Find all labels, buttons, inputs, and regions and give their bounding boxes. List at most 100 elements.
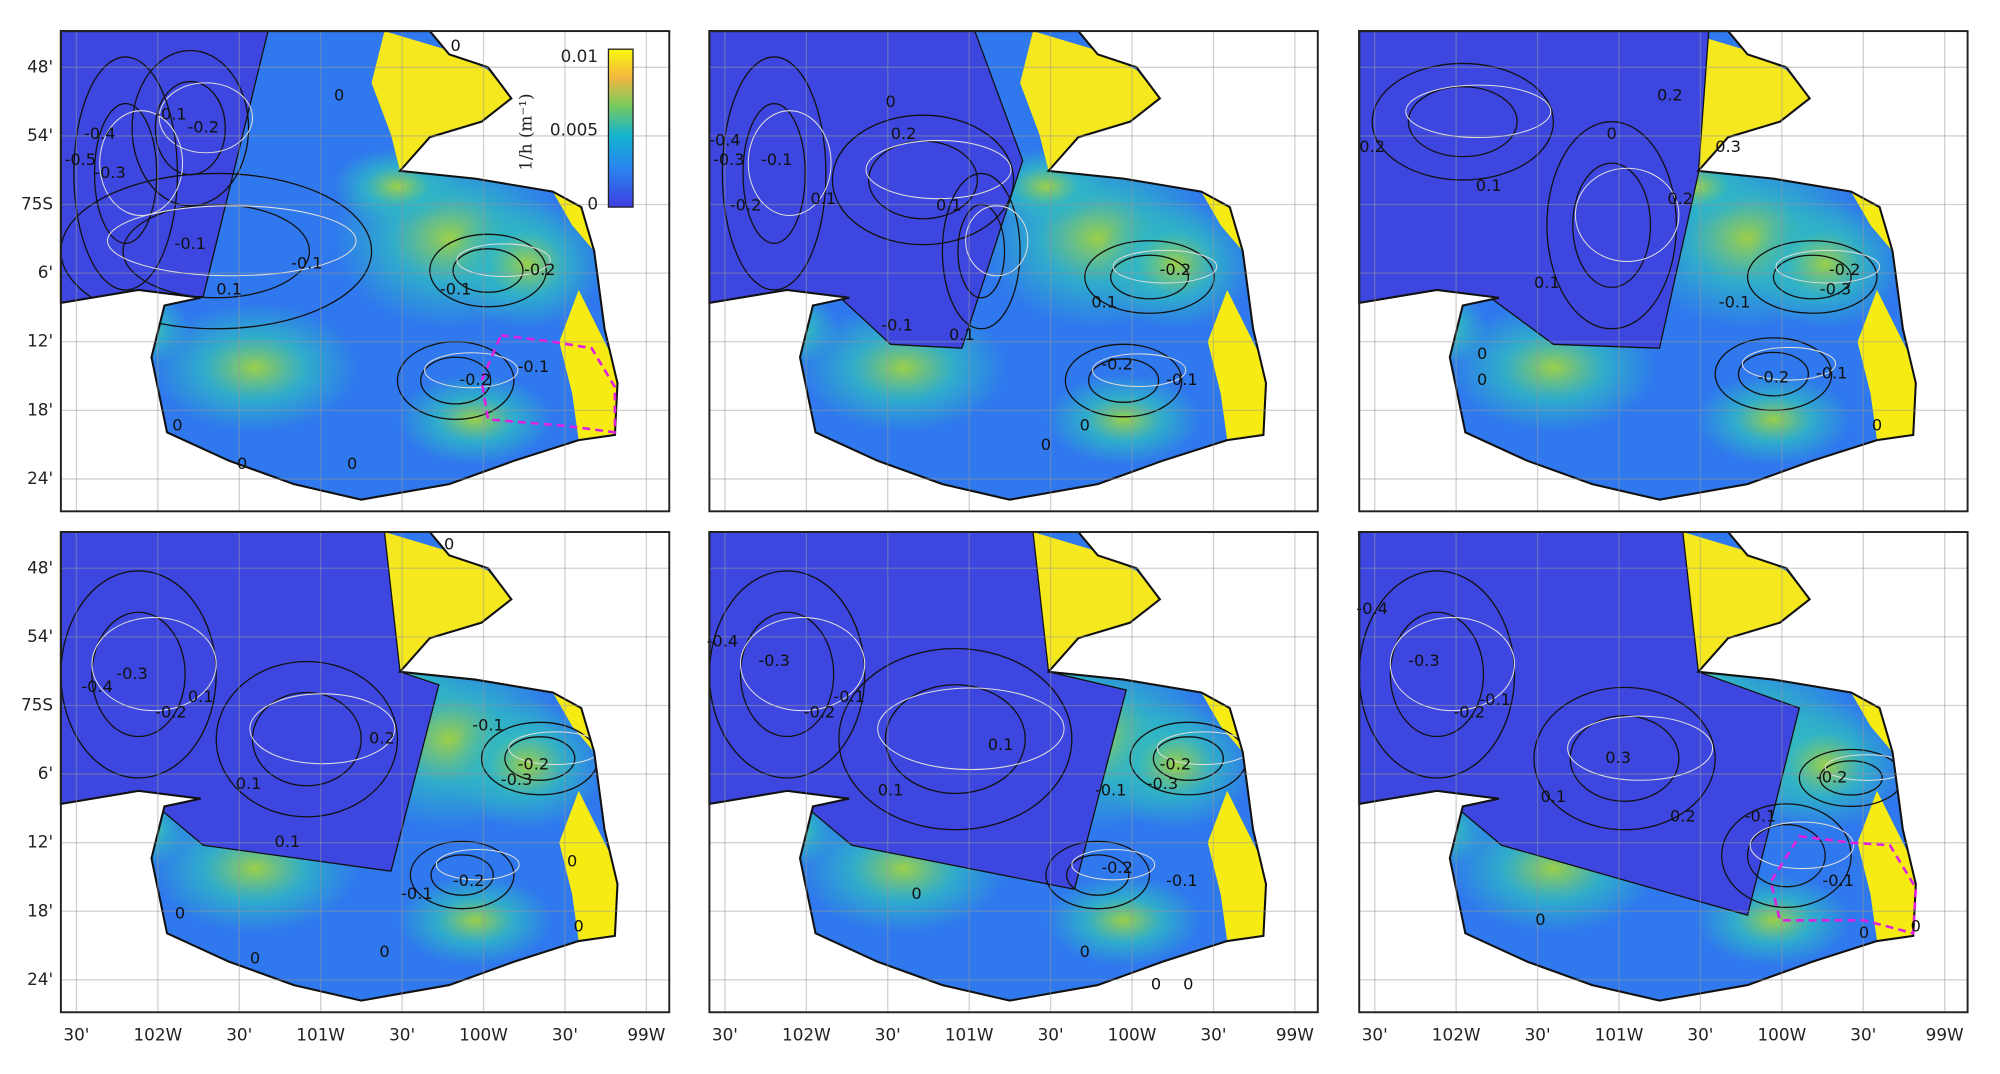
depth-contour bbox=[747, 110, 832, 217]
depth-shading bbox=[1045, 875, 1202, 966]
coastal-shallow bbox=[1857, 790, 1916, 942]
y-tick-label: 54' bbox=[27, 626, 53, 646]
coastal-shallow bbox=[1201, 692, 1243, 753]
contour-label: -0.5 bbox=[65, 150, 97, 169]
y-tick-label: 75S bbox=[21, 694, 53, 714]
contour-label: 0 bbox=[172, 415, 182, 434]
depth-contour bbox=[965, 205, 1029, 277]
contour-label: 0.1 bbox=[878, 780, 904, 799]
contour-label: -0.4 bbox=[709, 131, 741, 150]
contour-line bbox=[409, 840, 515, 910]
contour-label: 0 bbox=[1911, 916, 1921, 935]
contour-label: -0.2 bbox=[459, 370, 491, 389]
contour-line bbox=[721, 56, 827, 291]
contour-label: 0.2 bbox=[369, 729, 395, 748]
contour-line bbox=[1110, 254, 1189, 300]
contour-label: -0.3 bbox=[1147, 774, 1179, 793]
map-panel: -0.4-0.3-0.2-0.10.10.10-0.1-0.2-0.3-0.2-… bbox=[707, 530, 1319, 1045]
coastal-shallow bbox=[1207, 289, 1267, 441]
contour-label: -0.1 bbox=[472, 716, 504, 735]
colorbar-label: 1/h (m⁻¹) bbox=[515, 93, 535, 170]
contour-line bbox=[831, 114, 1015, 246]
x-tick-label: 100W bbox=[459, 1025, 508, 1045]
land-shading bbox=[60, 532, 618, 966]
contour-label: 0 bbox=[1872, 415, 1882, 434]
coastal-shallow bbox=[1020, 532, 1160, 672]
contour-label: -0.2 bbox=[1101, 355, 1133, 374]
y-tick-label: 48' bbox=[27, 56, 53, 76]
map-panel: -0.4-0.3 -0.2 -0.1 0 0.2 0.1 0.1 -0.1 0.1 0.1 -0.2… bbox=[708, 30, 1319, 513]
coastal-shallow bbox=[559, 790, 618, 942]
depth-contour bbox=[739, 616, 866, 712]
contour-label: 0.1 bbox=[188, 687, 214, 706]
contour-label: -0.3 bbox=[1820, 279, 1852, 298]
x-tick-label: 30' bbox=[552, 1025, 578, 1045]
contour-label: -0.1 bbox=[1479, 690, 1511, 709]
contour-line bbox=[1088, 358, 1160, 403]
coastal-shallow bbox=[1020, 31, 1160, 171]
coastal-shallow bbox=[371, 31, 512, 171]
x-tick-label: 102W bbox=[133, 1025, 182, 1045]
x-tick-label: 30' bbox=[1200, 1025, 1226, 1045]
contour-label: 0 bbox=[574, 916, 584, 935]
map-panel: 0-0.1-0.2-0.4-0.5-0.3-0.10.1-0.10-0.1-0.… bbox=[21, 30, 671, 513]
x-tick-label: 100W bbox=[1108, 1025, 1157, 1045]
contour-label: -0.1 bbox=[1095, 780, 1127, 799]
contour-label: -0.1 bbox=[518, 357, 550, 376]
y-tick-label: 48' bbox=[27, 557, 53, 577]
contour-label: -0.2 bbox=[155, 703, 187, 722]
depth-contour bbox=[1071, 849, 1156, 881]
contour-label: -0.2 bbox=[453, 871, 485, 890]
contour-label: 0.1 bbox=[1091, 292, 1117, 311]
contour-line bbox=[742, 102, 806, 245]
contour-label: 0 bbox=[175, 903, 185, 922]
depth-contour bbox=[99, 110, 184, 217]
contour-line bbox=[1546, 121, 1677, 330]
contour-line bbox=[1152, 736, 1224, 781]
x-tick-label: 99W bbox=[627, 1025, 665, 1045]
y-tick-label: 54' bbox=[27, 125, 53, 145]
contour-line bbox=[504, 736, 576, 781]
contour-label: -0.2 bbox=[1816, 767, 1848, 786]
land-shading bbox=[1359, 532, 1916, 966]
coastal-shallow bbox=[1857, 289, 1916, 441]
depth-contour bbox=[91, 616, 217, 712]
panel-frame bbox=[59, 30, 671, 513]
contour-label: -0.2 bbox=[187, 118, 219, 137]
contour-label: 0 bbox=[1477, 344, 1487, 363]
contour-label: 0.2 bbox=[1670, 806, 1696, 825]
contour-line bbox=[1064, 343, 1183, 418]
x-tick-label: 99W bbox=[1276, 1025, 1314, 1045]
contour-line bbox=[1819, 760, 1883, 796]
contour-label: 0 bbox=[1080, 415, 1090, 434]
colorbar-tick-label: 0.005 bbox=[550, 120, 598, 140]
contour-label: -0.2 bbox=[804, 703, 836, 722]
depth-contour bbox=[1574, 167, 1680, 262]
contour-label: 0.1 bbox=[236, 774, 262, 793]
x-tick-label: 30' bbox=[875, 1025, 901, 1045]
contour-line bbox=[884, 684, 1026, 795]
coastal-shallow bbox=[1201, 191, 1243, 252]
contour-line bbox=[941, 172, 1021, 330]
contour-label: -0.1 bbox=[440, 279, 472, 298]
contour-label: -0.1 bbox=[761, 150, 793, 169]
x-tick-label: 30' bbox=[389, 1025, 415, 1045]
contour-line bbox=[1746, 823, 1826, 888]
contour-label: 0.1 bbox=[810, 189, 836, 208]
depth-shading bbox=[1097, 199, 1254, 329]
contour-line bbox=[1389, 611, 1485, 738]
contour-label: 0 bbox=[1080, 942, 1090, 961]
y-tick-label: 12' bbox=[27, 331, 53, 351]
depth-contour bbox=[158, 82, 253, 154]
contour-line bbox=[1407, 86, 1518, 158]
contour-label: 0 bbox=[347, 454, 357, 473]
depth-contour bbox=[1775, 249, 1881, 284]
y-tick-label: 24' bbox=[27, 468, 53, 488]
contour-line bbox=[1714, 337, 1833, 411]
depth-contour bbox=[1567, 715, 1714, 781]
contour-line bbox=[1371, 62, 1555, 181]
depth-contour bbox=[1092, 353, 1187, 388]
contour-line bbox=[429, 233, 547, 308]
contour-line bbox=[1359, 570, 1516, 779]
contour-label: -0.2 bbox=[1453, 703, 1485, 722]
